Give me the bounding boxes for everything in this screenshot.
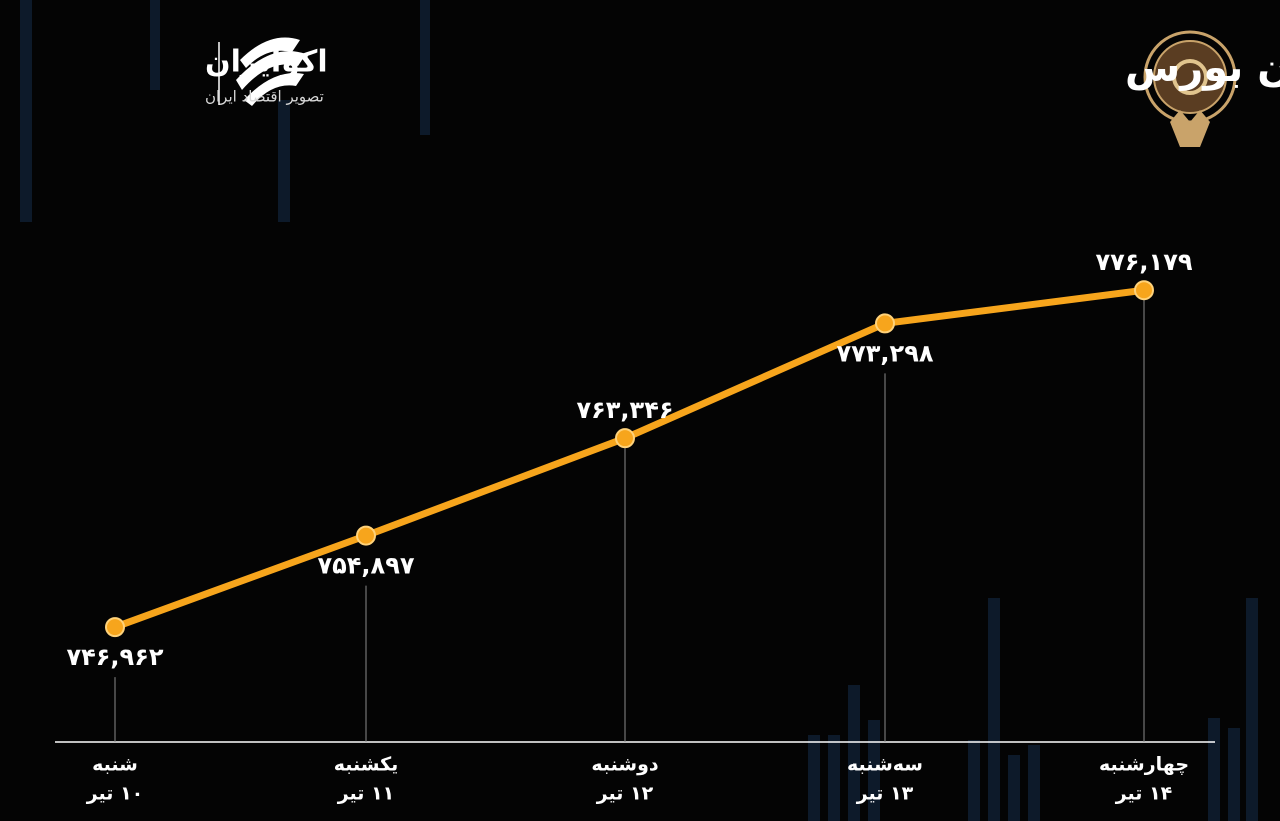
- data-label: ۷۶۳,۳۴۶: [576, 396, 673, 424]
- brand-name: اکوایران: [205, 45, 328, 80]
- x-tick-label: دوشنبه: [591, 754, 659, 776]
- x-tick-date: ۱۴ تیر: [1115, 783, 1173, 805]
- data-label: ۷۷۳,۲۹۸: [836, 339, 933, 367]
- x-tick-date: ۱۲ تیر: [596, 783, 654, 805]
- data-label: ۷۷۶,۱۷۹: [1095, 248, 1192, 276]
- background-decoration: [20, 0, 1258, 821]
- x-tick-date: ۱۱ تیر: [337, 783, 395, 805]
- point: [615, 428, 635, 449]
- x-tick-label: چهارشنبه: [1099, 754, 1189, 776]
- x-tick-date: ۱۳ تیر: [856, 783, 914, 805]
- data-label: ۷۵۴,۸۹۷: [317, 552, 414, 580]
- point: [875, 313, 895, 334]
- x-tick-label: سه‌شنبه: [847, 754, 923, 776]
- point: [356, 525, 376, 546]
- chart-title: روند هفته شاخص هم وزن بورس: [1125, 45, 1280, 91]
- exchange-emblem: [1143, 30, 1237, 147]
- x-tick-date: ۱۰ تیر: [86, 783, 144, 805]
- line: [113, 286, 1145, 631]
- x-tick-label: شنبه: [92, 754, 138, 776]
- point: [1134, 280, 1154, 301]
- point: [105, 617, 125, 638]
- brand-tagline: تصویر اقتصاد ایران: [205, 88, 324, 106]
- x-tick-label: یکشنبه: [334, 754, 399, 776]
- data-label: ۷۴۶,۹۶۲: [66, 643, 163, 671]
- brand-logo-icon: [236, 37, 306, 106]
